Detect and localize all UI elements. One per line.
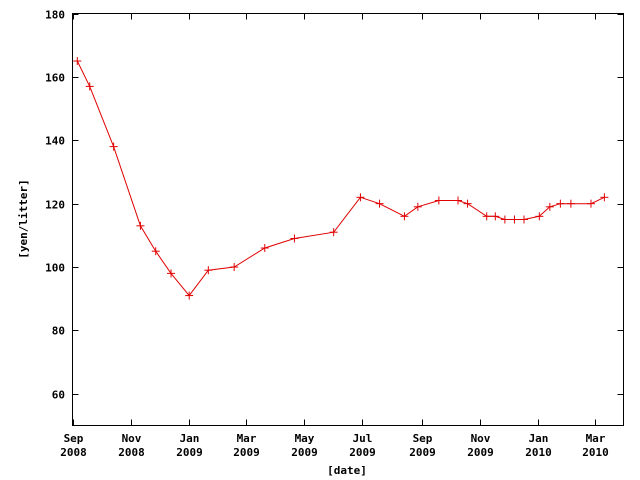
x-tick-label-year: 2010 [582,446,609,459]
x-tick-label-month: Sep [413,432,433,445]
x-tick-label-year: 2009 [409,446,436,459]
x-tick-label-month: Nov [471,432,491,445]
data-point [400,212,409,221]
plot-frame [72,13,624,426]
data-point [73,57,82,66]
data-point [535,212,544,221]
data-point [85,82,94,91]
x-axis-label: [date] [327,464,367,477]
data-point [463,199,472,208]
y-axis: 60 80 100 120 140 160 180 [45,9,624,402]
x-tick-label-year: 2008 [60,446,87,459]
x-tick-label-year: 2008 [118,446,145,459]
data-point [375,199,384,208]
series-layer [73,57,609,300]
x-tick-label-month: Jan [180,432,200,445]
data-point [260,244,269,253]
y-tick-label: 140 [45,135,65,148]
y-tick-label: 120 [45,199,65,212]
y-tick-label: 80 [52,325,65,338]
x-tick-label-year: 2009 [349,446,376,459]
x-tick-label-month: Mar [237,432,257,445]
data-point [167,269,176,278]
x-tick-label-month: Nov [122,432,142,445]
data-point [600,193,609,202]
x-tick-label-year: 2009 [233,446,260,459]
y-tick-label: 160 [45,72,65,85]
y-tick-label: 60 [52,389,65,402]
y-tick-label: 180 [45,9,65,22]
data-point [413,202,422,211]
x-axis: Sep2008Nov2008Jan2009Mar2009May2009Jul20… [60,13,609,459]
data-point [356,193,365,202]
data-point [482,212,491,221]
data-point [520,215,529,224]
data-point [491,212,500,221]
data-point [434,196,443,205]
data-point [545,202,554,211]
data-point [109,142,118,151]
x-tick-label-month: May [295,432,315,445]
data-point [556,199,565,208]
x-tick-label-year: 2009 [467,446,494,459]
x-tick-label-month: Sep [64,432,84,445]
x-tick-label-year: 2010 [525,446,552,459]
data-point [586,199,595,208]
series-line [76,60,605,297]
data-point [510,215,519,224]
data-point [136,221,145,230]
x-tick-label-month: Jul [353,432,373,445]
data-point [230,263,239,272]
x-tick-label-month: Mar [586,432,606,445]
x-tick-label-month: Jan [529,432,549,445]
x-tick-label-year: 2009 [291,446,318,459]
data-point [204,266,213,275]
data-point [500,215,509,224]
data-point [329,228,338,237]
data-point [290,234,299,243]
y-tick-label: 100 [45,262,65,275]
x-tick-label-year: 2009 [176,446,203,459]
data-point [151,247,160,256]
data-point [454,196,463,205]
data-point [185,291,194,300]
data-point [566,199,575,208]
y-axis-label: [yen/litter] [17,179,30,258]
